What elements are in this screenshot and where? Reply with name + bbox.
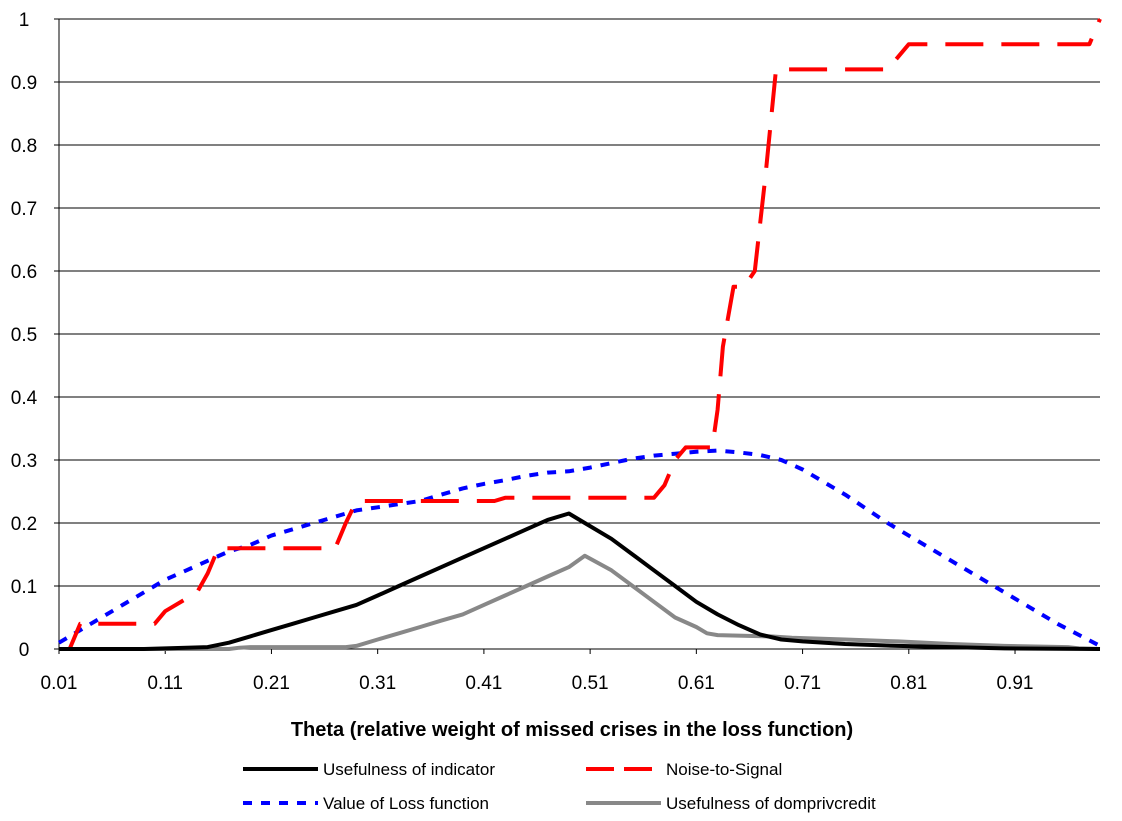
x-axis-title: Theta (relative weight of missed crises … <box>291 719 853 741</box>
series-line-noise-to-signal <box>59 18 1102 651</box>
legend-label: Usefulness of indicator <box>323 760 495 779</box>
series-line-value-of-loss-function <box>57 448 1101 648</box>
axes <box>54 18 1100 654</box>
x-tick-label: 0.41 <box>465 673 502 694</box>
legend-label: Noise-to-Signal <box>666 760 782 779</box>
x-tick-label: 0.21 <box>253 673 290 694</box>
x-tick-label: 0.91 <box>997 673 1034 694</box>
y-tick-label: 0.5 <box>11 325 37 346</box>
x-tick-label: 0.01 <box>41 673 78 694</box>
y-tick-label: 0.2 <box>11 514 37 535</box>
y-tick-label: 0.1 <box>11 577 37 598</box>
y-tick-label: 0.3 <box>11 451 37 472</box>
legend-label: Usefulness of domprivcredit <box>666 794 876 813</box>
y-tick-label: 0 <box>19 640 30 661</box>
series-lines <box>57 18 1102 651</box>
series-line-usefulness-of-indicator <box>59 511 1101 651</box>
y-tick-label: 0.7 <box>11 199 37 220</box>
x-tick-label: 0.81 <box>890 673 927 694</box>
x-tick-label: 0.71 <box>784 673 821 694</box>
legend: Usefulness of indicator Noise-to-Signal Va… <box>243 760 876 813</box>
series-line-usefulness-of-domprivcredit <box>59 553 1101 651</box>
y-tick-label: 0.6 <box>11 262 37 283</box>
gridlines <box>59 18 1100 587</box>
legend-label: Value of Loss function <box>323 794 489 813</box>
x-tick-label: 0.61 <box>678 673 715 694</box>
y-tick-label: 0.9 <box>11 73 37 94</box>
tick-labels: 00.10.20.30.40.50.60.70.80.910.01 0.11 0.2… <box>11 10 1034 694</box>
x-tick-label: 0.31 <box>359 673 396 694</box>
y-tick-label: 0.8 <box>11 136 37 157</box>
x-tick-label: 0.51 <box>572 673 609 694</box>
x-tick-label: 0.11 <box>147 673 183 694</box>
y-tick-label: 0.4 <box>11 388 38 409</box>
y-tick-label: 1 <box>19 10 30 31</box>
